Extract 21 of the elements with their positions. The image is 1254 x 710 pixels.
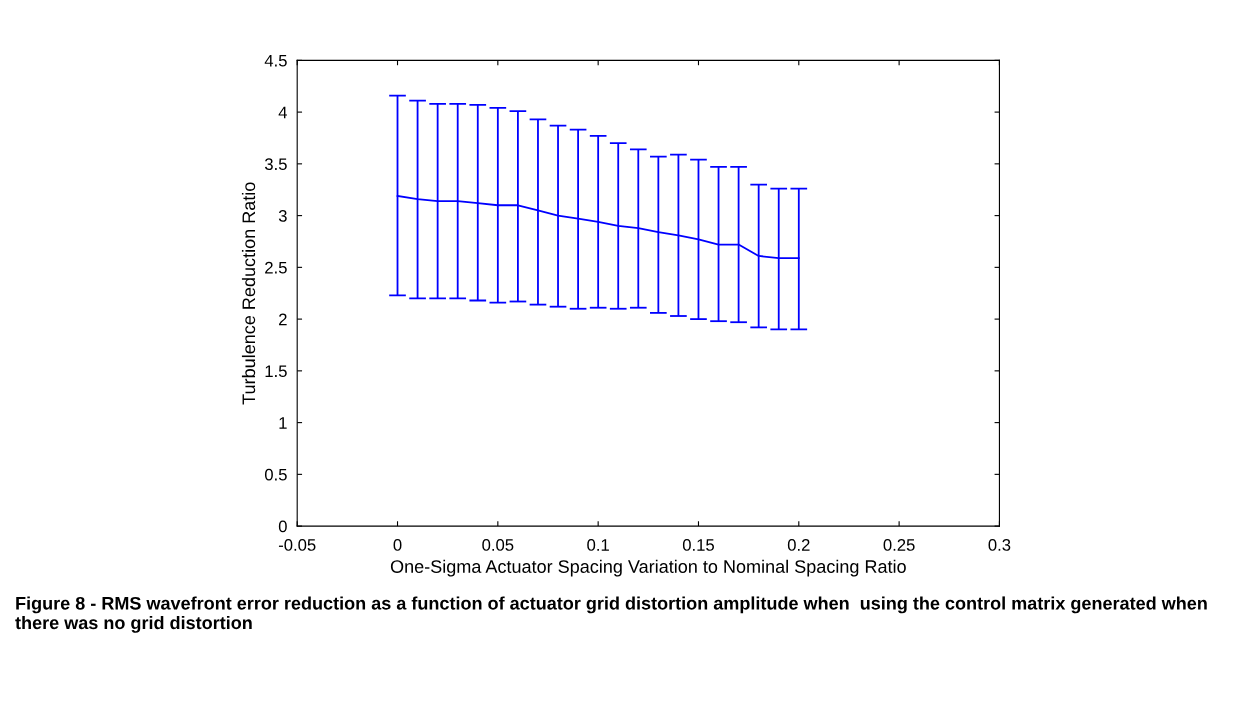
x-tick-label: 0.2 — [787, 539, 810, 551]
y-tick-label: 1 — [279, 417, 287, 429]
x-tick-label: 0.3 — [988, 539, 1011, 551]
y-tick-label: 4.5 — [264, 54, 287, 67]
x-tick-label: 0.25 — [883, 539, 915, 551]
x-tick-label: -0.05 — [278, 539, 316, 551]
y-tick-label: 3.5 — [264, 158, 287, 171]
y-tick-label: 2 — [279, 313, 287, 326]
y-tick-label: 2.5 — [265, 261, 287, 274]
y-tick-label: 4 — [278, 106, 287, 119]
y-tick-label: 0 — [278, 520, 287, 533]
y-tick-label: 0.5 — [264, 468, 287, 481]
x-tick-label: 0.15 — [682, 539, 714, 551]
y-tick-label: 1.5 — [265, 365, 287, 378]
x-tick-label: 0.1 — [587, 539, 609, 551]
y-axis-title: Turbulence Reduction Ratio — [241, 182, 256, 405]
y-tick-label: 3 — [278, 210, 287, 222]
caption: Figure 8 - RMS wavefront error reduction as a function of actuator grid distortion amplitude when using the control matrix generated when there was no grid distortion — [15, 596, 1207, 633]
x-tick-label: 0 — [393, 539, 402, 551]
x-tick-label: 0.05 — [482, 539, 514, 551]
x-axis-title: One-Sigma Actuator Spacing Variation to Nominal Spacing Ratio — [390, 559, 906, 577]
